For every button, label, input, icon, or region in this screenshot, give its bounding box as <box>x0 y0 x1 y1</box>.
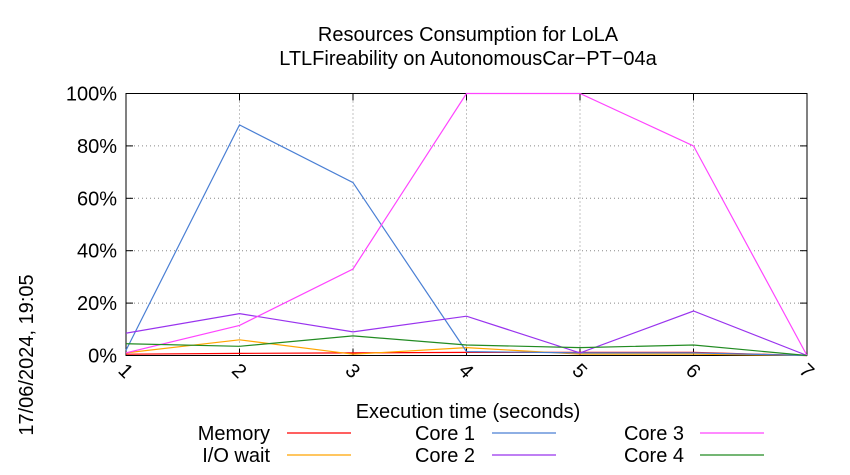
series-line-i-o-wait <box>125 339 808 357</box>
chart-title: Resources Consumption for LoLA <box>318 24 619 46</box>
x-tick-label: 5 <box>568 360 591 383</box>
y-tick-label: 20% <box>77 293 117 315</box>
series-line-core-4 <box>125 335 808 357</box>
x-tick-label: 2 <box>227 360 250 383</box>
x-tick-label: 1 <box>114 360 137 383</box>
y-tick-label: 60% <box>77 188 117 210</box>
y-tick-label: 40% <box>77 241 117 263</box>
grid-lines <box>126 93 807 356</box>
chart-subtitle: LTLFireability on AutonomousCar−PT−04a <box>279 48 657 70</box>
x-tick-label: 4 <box>454 360 477 383</box>
y-tick-label: 0% <box>88 346 117 368</box>
legend-label-memory: Memory <box>198 423 270 445</box>
x-axis-title: Execution time (seconds) <box>356 401 581 423</box>
timestamp-label: 17/06/2024, 19:05 <box>16 274 38 435</box>
legend-label-core-3: Core 3 <box>624 423 684 445</box>
legend-label-core-4: Core 4 <box>624 445 684 467</box>
y-tick-label: 80% <box>77 136 117 158</box>
x-tick-label: 6 <box>681 360 704 383</box>
series-line-core-2 <box>125 310 808 357</box>
x-tick-label: 3 <box>341 360 364 383</box>
y-axis: 0% 20% 40% 60% 80% 100% <box>66 84 807 368</box>
y-tick-label: 100% <box>66 84 117 106</box>
x-tick-label: 7 <box>795 360 818 383</box>
series-line-core-1 <box>125 124 808 357</box>
series-lines <box>125 92 808 357</box>
legend-label-i-o-wait: I/O wait <box>202 445 270 467</box>
series-line-core-3 <box>125 92 808 356</box>
x-axis: 1 2 3 4 5 6 7 <box>114 93 818 383</box>
legend-label-core-2: Core 2 <box>415 445 475 467</box>
legend-label-core-1: Core 1 <box>415 423 475 445</box>
